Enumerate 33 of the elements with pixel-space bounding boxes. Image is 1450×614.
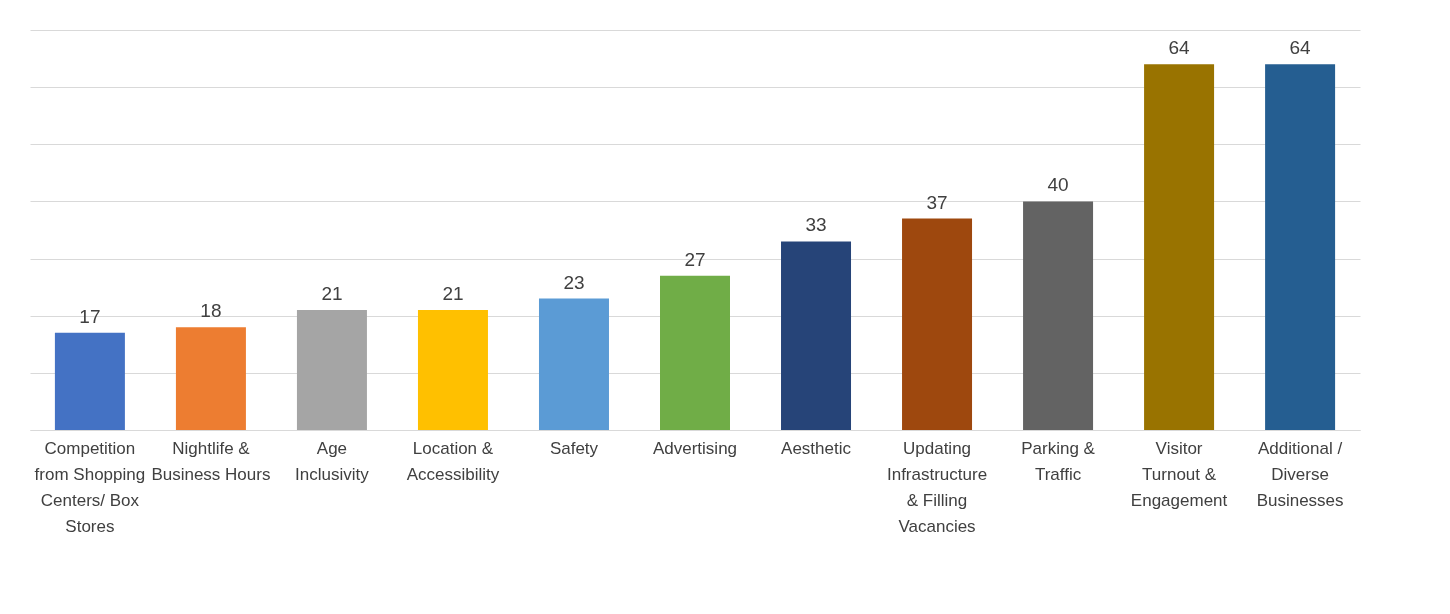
data-label: 27 [684,248,706,270]
bar [1144,64,1215,430]
data-label: 33 [805,214,827,236]
x-tick-label: Additional / Diverse Businesses [1256,438,1344,510]
bar [54,332,125,430]
x-tick-label: Location & Accessibility [406,438,500,484]
bar [902,218,973,430]
bar [538,298,609,430]
x-tick-label: Visitor Turnout & Engagement [1130,438,1228,510]
bar [1023,201,1094,430]
x-tick-label: Safety [549,438,599,458]
x-tick-label: Parking & Traffic [1021,438,1096,484]
x-tick-label: Aesthetic [781,438,852,458]
data-label: 21 [442,283,464,304]
data-label: 64 [1289,37,1312,59]
data-label: 64 [1168,37,1191,59]
data-label: 17 [79,305,101,327]
x-tick-label: Nightlife & Business Hours [151,438,271,484]
bar [175,327,246,430]
bar [296,310,367,430]
data-label: 37 [926,191,948,213]
bar [781,241,852,430]
bar [1265,64,1336,430]
data-label: 40 [1047,174,1069,196]
data-label: 21 [321,283,343,304]
x-tick-label: Updating Infrastructure & Filling Vacancies [886,438,988,536]
bar [660,275,730,430]
data-label: 18 [200,300,222,322]
data-label: 23 [563,271,585,293]
x-tick-label: Advertising [652,438,738,458]
x-tick-label: Age Inclusivity [295,438,370,484]
bar [417,310,488,430]
x-tick-label: Competition from Shopping Centers/ Box Stores [34,438,146,536]
